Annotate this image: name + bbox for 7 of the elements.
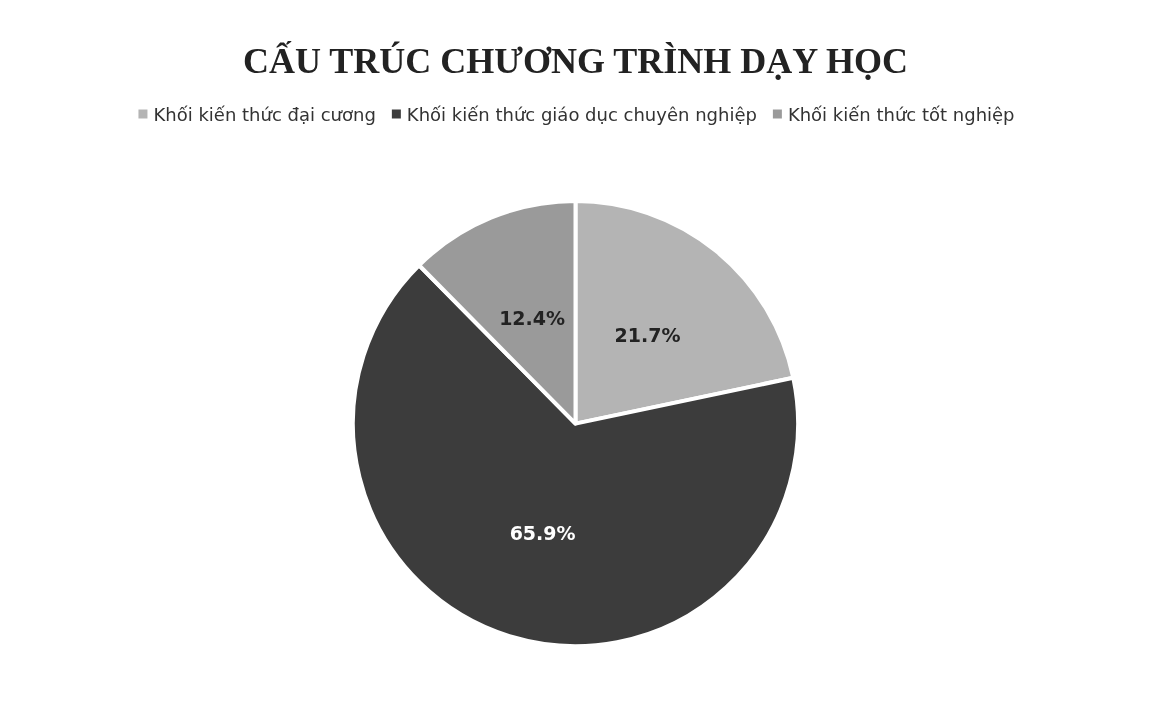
legend-label: Khối kiến thức giáo dục chuyên nghiệp	[406, 103, 757, 125]
legend-label: Khối kiến thức tốt nghiệp	[787, 103, 1015, 125]
data-label: 65.9%	[509, 522, 576, 545]
chart-title: CẤU TRÚC CHƯƠNG TRÌNH DẠY HỌC	[242, 41, 909, 81]
data-label: 12.4%	[499, 306, 566, 329]
legend-label: Khối kiến thức đại cương	[153, 103, 376, 125]
data-label: 21.7%	[614, 323, 681, 346]
